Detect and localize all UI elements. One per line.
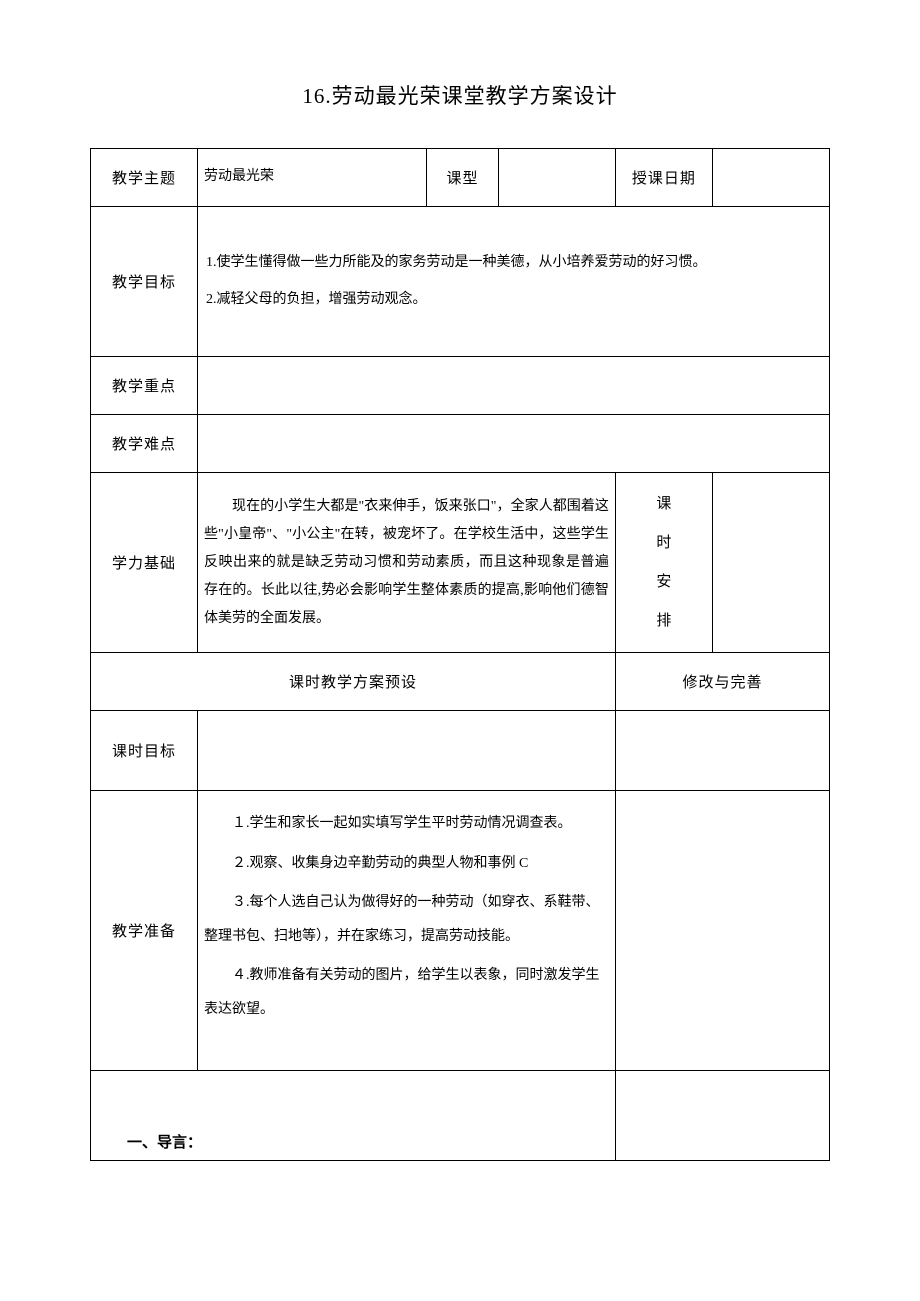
plan-header-row: 课时教学方案预设 修改与完善 [91, 653, 830, 711]
intro-modify [615, 1071, 829, 1161]
focus-value [198, 357, 830, 415]
type-label: 课型 [427, 149, 498, 207]
arrangement-char-2: 时 [616, 524, 712, 563]
foundation-label: 学力基础 [91, 473, 198, 653]
prep-item-4: ４.教师准备有关劳动的图片，给学生以表象，同时激发学生表达欲望。 [204, 959, 609, 1026]
type-value [498, 149, 615, 207]
plan-header-label: 课时教学方案预设 [91, 653, 616, 711]
arrangement-value [712, 473, 829, 653]
prep-item-1: １.学生和家长一起如实填写学生平时劳动情况调查表。 [204, 807, 609, 841]
arrangement-char-1: 课 [616, 485, 712, 524]
objectives-content: 1.使学生懂得做一些力所能及的家务劳动是一种美德，从小培养爱劳动的好习惯。 2.… [198, 207, 830, 357]
objectives-row: 教学目标 1.使学生懂得做一些力所能及的家务劳动是一种美德，从小培养爱劳动的好习… [91, 207, 830, 357]
focus-label: 教学重点 [91, 357, 198, 415]
objective-item-2: 2.减轻父母的负担，增强劳动观念。 [206, 282, 821, 318]
intro-content: 一、导言： [91, 1071, 616, 1161]
date-label: 授课日期 [615, 149, 712, 207]
difficulty-value [198, 415, 830, 473]
goals-row: 课时目标 [91, 711, 830, 791]
prep-item-3: ３.每个人选自己认为做得好的一种劳动（如穿衣、系鞋带、整理书包、扫地等），并在家… [204, 886, 609, 953]
date-value [712, 149, 829, 207]
arrangement-label: 课 时 安 排 [615, 473, 712, 653]
prep-label: 教学准备 [91, 791, 198, 1071]
goals-value [198, 711, 616, 791]
header-row: 教学主题 劳动最光荣 课型 授课日期 [91, 149, 830, 207]
lesson-plan-table: 教学主题 劳动最光荣 课型 授课日期 教学目标 1.使学生懂得做一些力所能及的家… [90, 148, 830, 1161]
modify-header-label: 修改与完善 [615, 653, 829, 711]
focus-row: 教学重点 [91, 357, 830, 415]
prep-item-2: ２.观察、收集身边辛勤劳动的典型人物和事例 C [204, 847, 609, 881]
prep-row: 教学准备 １.学生和家长一起如实填写学生平时劳动情况调查表。 ２.观察、收集身边… [91, 791, 830, 1071]
foundation-row: 学力基础 现在的小学生大都是"衣来伸手，饭来张口"，全家人都围着这些"小皇帝"、… [91, 473, 830, 653]
intro-row: 一、导言： [91, 1071, 830, 1161]
difficulty-label: 教学难点 [91, 415, 198, 473]
page-title: 16.劳动最光荣课堂教学方案设计 [90, 80, 830, 110]
arrangement-char-4: 排 [616, 602, 712, 641]
topic-label: 教学主题 [91, 149, 198, 207]
goals-label: 课时目标 [91, 711, 198, 791]
arrangement-char-3: 安 [616, 563, 712, 602]
goals-modify [615, 711, 829, 791]
foundation-value: 现在的小学生大都是"衣来伸手，饭来张口"，全家人都围着这些"小皇帝"、"小公主"… [198, 473, 616, 653]
topic-value: 劳动最光荣 [198, 149, 427, 207]
objectives-label: 教学目标 [91, 207, 198, 357]
prep-modify [615, 791, 829, 1071]
difficulty-row: 教学难点 [91, 415, 830, 473]
prep-content: １.学生和家长一起如实填写学生平时劳动情况调查表。 ２.观察、收集身边辛勤劳动的… [198, 791, 616, 1071]
objective-item-1: 1.使学生懂得做一些力所能及的家务劳动是一种美德，从小培养爱劳动的好习惯。 [206, 245, 821, 281]
